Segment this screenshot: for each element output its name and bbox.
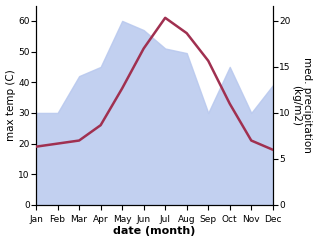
X-axis label: date (month): date (month) [113,227,196,236]
Y-axis label: med. precipitation
(kg/m2): med. precipitation (kg/m2) [291,57,313,153]
Y-axis label: max temp (C): max temp (C) [5,69,16,141]
